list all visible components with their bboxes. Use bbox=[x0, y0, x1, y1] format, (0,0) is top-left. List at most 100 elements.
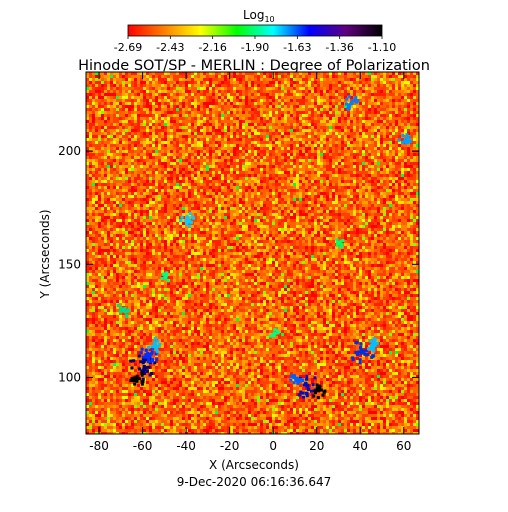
heatmap-cell bbox=[296, 126, 299, 129]
heatmap-cell bbox=[257, 93, 260, 96]
heatmap-cell bbox=[98, 105, 101, 108]
heatmap-cell bbox=[179, 132, 182, 135]
heatmap-cell bbox=[299, 159, 302, 162]
heatmap-cell bbox=[296, 165, 299, 168]
heatmap-cell bbox=[215, 159, 218, 162]
heatmap-cell bbox=[167, 114, 170, 117]
heatmap-cell bbox=[263, 93, 266, 96]
heatmap-cell bbox=[215, 93, 218, 96]
heatmap-cell bbox=[299, 153, 302, 156]
heatmap-cell bbox=[212, 123, 215, 126]
heatmap-cell bbox=[185, 96, 188, 99]
heatmap-cell bbox=[185, 204, 188, 207]
heatmap-cell bbox=[224, 165, 227, 168]
heatmap-cell bbox=[104, 81, 107, 84]
heatmap-cell bbox=[380, 180, 383, 183]
heatmap-cell bbox=[362, 114, 365, 117]
heatmap-cell bbox=[242, 183, 245, 186]
heatmap-cell bbox=[212, 108, 215, 111]
heatmap-cell bbox=[161, 129, 164, 132]
heatmap-cell bbox=[287, 147, 290, 150]
heatmap-cell bbox=[137, 129, 140, 132]
heatmap-cell bbox=[320, 165, 323, 168]
heatmap-cell bbox=[248, 141, 251, 144]
heatmap-cell bbox=[101, 126, 104, 129]
heatmap-cell bbox=[206, 117, 209, 120]
heatmap-cell bbox=[146, 90, 149, 93]
heatmap-cell bbox=[305, 189, 308, 192]
heatmap-cell bbox=[254, 192, 257, 195]
heatmap-cell bbox=[365, 75, 368, 78]
heatmap-cell bbox=[86, 204, 89, 207]
heatmap-cell bbox=[173, 117, 176, 120]
heatmap-cell bbox=[107, 174, 110, 177]
heatmap-cell bbox=[158, 153, 161, 156]
heatmap-cell bbox=[134, 183, 137, 186]
heatmap-cell bbox=[359, 84, 362, 87]
heatmap-cell bbox=[326, 114, 329, 117]
heatmap-cell bbox=[173, 111, 176, 114]
heatmap-cell bbox=[149, 111, 152, 114]
heatmap-cell bbox=[389, 180, 392, 183]
heatmap-cell bbox=[368, 135, 371, 138]
heatmap-cell bbox=[143, 123, 146, 126]
heatmap-cell bbox=[206, 174, 209, 177]
heatmap-cell bbox=[149, 162, 152, 165]
heatmap-cell bbox=[116, 126, 119, 129]
heatmap-cell bbox=[416, 171, 419, 174]
heatmap-cell bbox=[116, 189, 119, 192]
heatmap-cell bbox=[110, 159, 113, 162]
heatmap-cell bbox=[164, 165, 167, 168]
heatmap-cell bbox=[95, 165, 98, 168]
heatmap-cell bbox=[188, 189, 191, 192]
heatmap-cell bbox=[131, 120, 134, 123]
heatmap-cell bbox=[191, 81, 194, 84]
heatmap-cell bbox=[377, 144, 380, 147]
heatmap-cell bbox=[92, 168, 95, 171]
heatmap-cell bbox=[266, 192, 269, 195]
heatmap-cell bbox=[263, 75, 266, 78]
heatmap-cell bbox=[212, 96, 215, 99]
heatmap-cell bbox=[155, 141, 158, 144]
heatmap-cell bbox=[164, 99, 167, 102]
heatmap-cell bbox=[242, 198, 245, 201]
heatmap-cell bbox=[374, 159, 377, 162]
heatmap-cell bbox=[149, 72, 152, 75]
heatmap-cell bbox=[338, 180, 341, 183]
heatmap-cell bbox=[215, 135, 218, 138]
heatmap-cell bbox=[389, 102, 392, 105]
heatmap-cell bbox=[107, 192, 110, 195]
heatmap-cell bbox=[371, 117, 374, 120]
heatmap-cell bbox=[323, 126, 326, 129]
heatmap-cell bbox=[173, 126, 176, 129]
heatmap-cell bbox=[314, 174, 317, 177]
heatmap-cell bbox=[245, 159, 248, 162]
heatmap-cell bbox=[101, 93, 104, 96]
heatmap-cell bbox=[140, 150, 143, 153]
heatmap-cell bbox=[284, 192, 287, 195]
heatmap-cell bbox=[392, 102, 395, 105]
heatmap-cell bbox=[380, 171, 383, 174]
heatmap-cell bbox=[110, 180, 113, 183]
heatmap-cell bbox=[353, 93, 356, 96]
heatmap-cell bbox=[134, 201, 137, 204]
heatmap-cell bbox=[137, 180, 140, 183]
heatmap-cell bbox=[266, 147, 269, 150]
heatmap-cell bbox=[146, 102, 149, 105]
heatmap-cell bbox=[302, 177, 305, 180]
heatmap-cell bbox=[386, 189, 389, 192]
heatmap-cell bbox=[359, 150, 362, 153]
heatmap-cell bbox=[101, 132, 104, 135]
heatmap-cell bbox=[116, 144, 119, 147]
heatmap-cell bbox=[131, 129, 134, 132]
heatmap-cell bbox=[212, 138, 215, 141]
heatmap-cell bbox=[134, 141, 137, 144]
heatmap-cell bbox=[230, 180, 233, 183]
heatmap-cell bbox=[137, 183, 140, 186]
heatmap-cell bbox=[137, 123, 140, 126]
heatmap-cell bbox=[98, 108, 101, 111]
heatmap-cell bbox=[347, 135, 350, 138]
heatmap-cell bbox=[266, 120, 269, 123]
heatmap-cell bbox=[254, 189, 257, 192]
heatmap-cell bbox=[176, 78, 179, 81]
